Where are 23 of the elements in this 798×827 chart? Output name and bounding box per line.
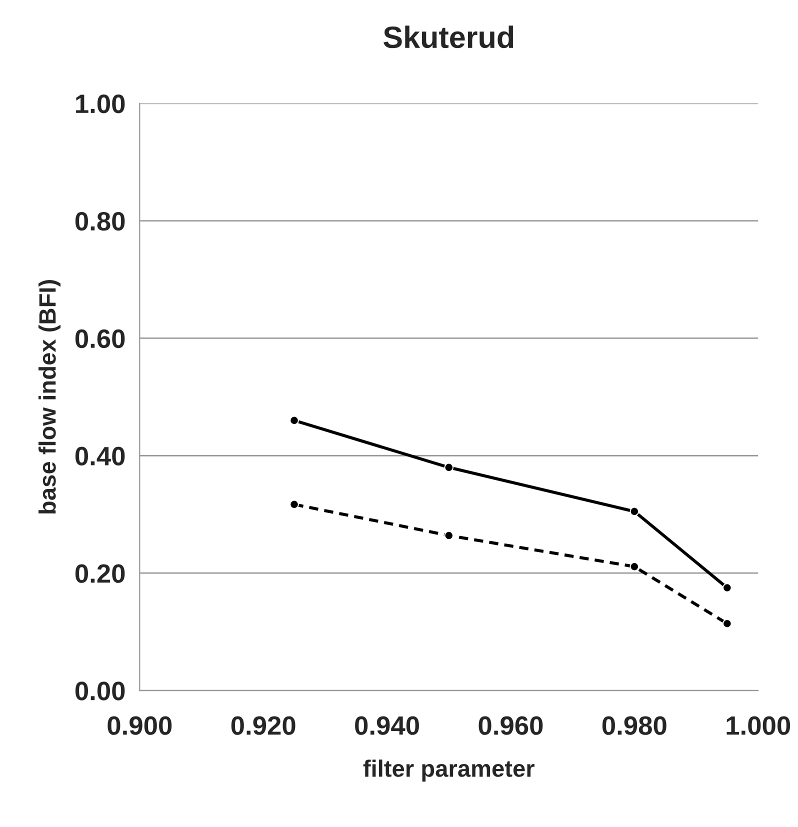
point bbox=[722, 583, 732, 592]
point bbox=[290, 500, 299, 510]
x-tick-label: 0.960 bbox=[478, 716, 543, 735]
y-tick-label: 0.40 bbox=[75, 446, 125, 466]
y-tick-label: 0.80 bbox=[75, 212, 125, 231]
x-tick-label: 0.940 bbox=[355, 716, 419, 735]
y-axis-title: base flow index (BFI) bbox=[38, 280, 61, 514]
point bbox=[630, 562, 640, 572]
point bbox=[290, 416, 299, 426]
y-tick-label: 0.00 bbox=[75, 682, 125, 700]
y-tick-label: 1.00 bbox=[76, 94, 125, 114]
x-tick-label: 0.920 bbox=[231, 716, 296, 735]
point bbox=[444, 530, 454, 540]
point bbox=[630, 506, 640, 516]
chart-title: Skuterud bbox=[384, 26, 514, 48]
x-axis-title: filter parameter bbox=[363, 760, 534, 782]
point bbox=[722, 618, 732, 628]
y-tick-label: 0.20 bbox=[75, 564, 125, 583]
x-tick-label: 0.980 bbox=[602, 716, 666, 735]
x-tick-label: 1.000 bbox=[726, 716, 790, 735]
point bbox=[444, 462, 454, 472]
x-tick-label: 0.900 bbox=[108, 716, 172, 735]
y-tick-label: 0.60 bbox=[75, 329, 125, 348]
